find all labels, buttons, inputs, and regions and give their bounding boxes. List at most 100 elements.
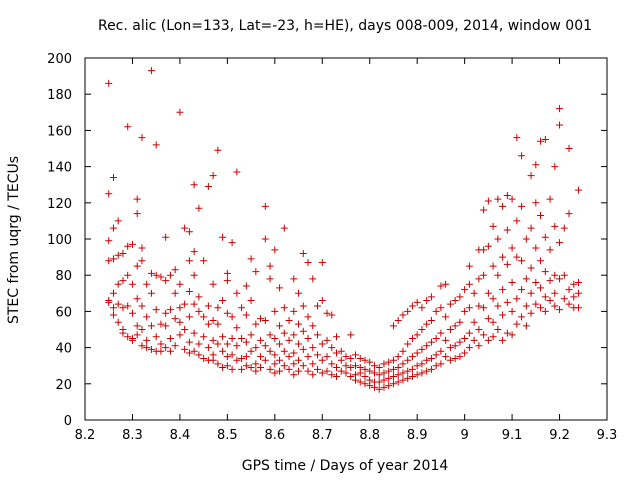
data-point xyxy=(200,354,208,362)
chart-title: Rec. alic (Lon=133, Lat=-23, h=HE), days… xyxy=(98,18,592,34)
data-point xyxy=(484,315,492,323)
data-point xyxy=(342,369,350,377)
data-point xyxy=(465,280,473,288)
data-point xyxy=(394,371,402,379)
y-tick-label: 140 xyxy=(47,161,72,176)
data-point xyxy=(195,293,203,301)
data-point xyxy=(351,376,359,384)
data-point xyxy=(361,380,369,388)
y-tick-label: 100 xyxy=(47,233,72,248)
data-point xyxy=(508,244,516,252)
data-point xyxy=(252,367,260,375)
data-point xyxy=(337,367,345,375)
data-point xyxy=(138,257,146,265)
data-point xyxy=(446,344,454,352)
data-point xyxy=(513,320,521,328)
data-point xyxy=(138,326,146,333)
data-point xyxy=(537,304,545,312)
data-point xyxy=(242,311,250,319)
data-point xyxy=(290,275,298,283)
data-point xyxy=(499,286,507,294)
x-tick-label: 8.7 xyxy=(312,428,333,443)
data-point xyxy=(124,333,132,341)
data-point xyxy=(356,369,364,377)
x-tick-label: 9.2 xyxy=(549,428,570,443)
data-point xyxy=(133,210,141,218)
data-point xyxy=(337,347,345,355)
data-point xyxy=(143,280,151,288)
data-point xyxy=(214,304,222,312)
data-point xyxy=(361,373,369,381)
data-point xyxy=(304,367,312,375)
data-point xyxy=(318,356,326,364)
data-point xyxy=(389,373,397,381)
data-point xyxy=(484,197,492,205)
data-point xyxy=(124,123,132,131)
data-point xyxy=(185,338,193,346)
data-point xyxy=(494,195,502,203)
data-point xyxy=(299,249,307,257)
data-point xyxy=(280,347,288,355)
data-point xyxy=(565,300,573,308)
data-point xyxy=(190,181,198,189)
data-point xyxy=(551,271,559,279)
data-point xyxy=(162,233,170,241)
data-point xyxy=(247,347,255,355)
data-point xyxy=(261,342,269,350)
data-point xyxy=(223,340,231,348)
data-point xyxy=(266,275,274,283)
data-point xyxy=(138,134,146,142)
data-point xyxy=(171,266,179,274)
data-point xyxy=(124,242,132,250)
y-tick-label: 120 xyxy=(47,197,72,212)
data-point xyxy=(119,249,127,257)
data-point xyxy=(257,336,265,344)
data-point xyxy=(503,329,511,337)
data-point xyxy=(314,351,322,359)
data-point xyxy=(432,307,440,315)
data-point xyxy=(465,329,473,337)
data-point xyxy=(261,235,269,243)
data-point xyxy=(252,268,260,276)
data-point xyxy=(489,222,497,230)
data-point xyxy=(575,304,583,312)
data-point xyxy=(518,313,526,321)
data-point xyxy=(404,374,412,382)
data-point xyxy=(418,326,426,333)
data-point xyxy=(370,383,378,391)
axes: 8.2 8.3 8.4 8.5 8.6 8.7 8.8 8.9 9 9.1 9.2 9.3 0 20 40 6… xyxy=(47,52,617,443)
data-point xyxy=(399,360,407,368)
data-point xyxy=(565,286,573,294)
data-point xyxy=(508,331,516,339)
data-point xyxy=(295,367,303,375)
data-point xyxy=(152,141,160,149)
data-point xyxy=(451,322,459,330)
data-point xyxy=(437,347,445,355)
data-point xyxy=(233,356,241,364)
data-point xyxy=(399,369,407,377)
data-point xyxy=(380,383,388,391)
data-point xyxy=(570,280,578,288)
data-point xyxy=(152,271,160,279)
data-point xyxy=(185,349,193,357)
data-point xyxy=(195,340,203,348)
data-point xyxy=(223,309,231,317)
data-point xyxy=(522,322,530,330)
data-point xyxy=(513,217,521,225)
data-point xyxy=(489,318,497,326)
data-point xyxy=(356,354,364,362)
data-point xyxy=(575,278,583,286)
data-point xyxy=(195,351,203,359)
data-point xyxy=(228,365,236,373)
data-point xyxy=(247,255,255,263)
data-point xyxy=(285,365,293,373)
data-point xyxy=(261,202,269,210)
data-point xyxy=(147,345,155,353)
data-point xyxy=(323,367,331,375)
data-point xyxy=(185,228,193,236)
data-point xyxy=(166,335,174,343)
data-point xyxy=(271,351,279,359)
data-point xyxy=(285,336,293,344)
data-point xyxy=(109,304,117,312)
data-point xyxy=(541,268,549,276)
